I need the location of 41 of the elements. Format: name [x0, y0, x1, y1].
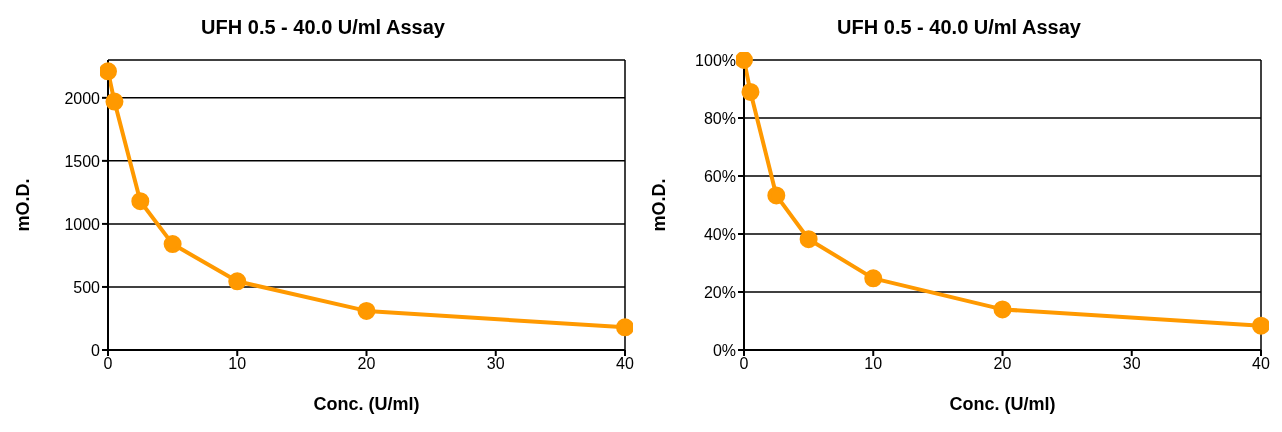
x-tick-label: 0: [739, 355, 749, 373]
point: [357, 301, 376, 320]
y-tick-label: 60%: [703, 167, 736, 185]
chart-title: UFH 0.5 - 40.0 U/ml Assay: [836, 16, 1082, 40]
x-tick-label: 30: [486, 355, 505, 373]
x-tick-label: 20: [993, 355, 1012, 373]
y-tick-label: 2000: [64, 89, 101, 107]
y-axis-title: mO.D.: [13, 178, 34, 232]
point: [741, 82, 760, 101]
x-tick-label: 30: [1122, 355, 1141, 373]
point: [1252, 316, 1269, 335]
point: [736, 52, 753, 69]
y-axis-title: mO.D.: [649, 178, 670, 232]
y-tick-label: 500: [73, 278, 101, 296]
x-axis-title: Conc. (U/ml): [949, 394, 1056, 414]
x-tick-label: 40: [616, 355, 634, 373]
x-tick-label: 10: [864, 355, 883, 373]
point: [864, 269, 883, 288]
y-tick-label: 40%: [703, 225, 736, 243]
y-tick-label: 0: [91, 341, 101, 359]
y-tick-label: 20%: [703, 283, 736, 301]
y-tick-label: 1000: [64, 215, 101, 233]
x-tick-label: 10: [228, 355, 247, 373]
y-tick-label: 1500: [64, 152, 101, 170]
point: [767, 186, 786, 205]
x-tick-label: 0: [103, 355, 113, 373]
x-tick-label: 20: [357, 355, 376, 373]
point: [993, 300, 1012, 319]
chart-title: UFH 0.5 - 40.0 U/ml Assay: [200, 16, 446, 40]
point: [131, 192, 150, 211]
point: [100, 62, 117, 81]
point: [228, 272, 247, 291]
point: [799, 230, 818, 249]
y-tick-label: 100%: [695, 51, 736, 69]
x-axis-title: Conc. (U/ml): [313, 394, 420, 414]
y-tick-label: 80%: [703, 109, 736, 127]
x-tick-label: 40: [1252, 355, 1270, 373]
y-tick-label: 0%: [712, 341, 736, 359]
point: [105, 92, 124, 111]
point: [163, 235, 182, 254]
point: [616, 318, 633, 337]
